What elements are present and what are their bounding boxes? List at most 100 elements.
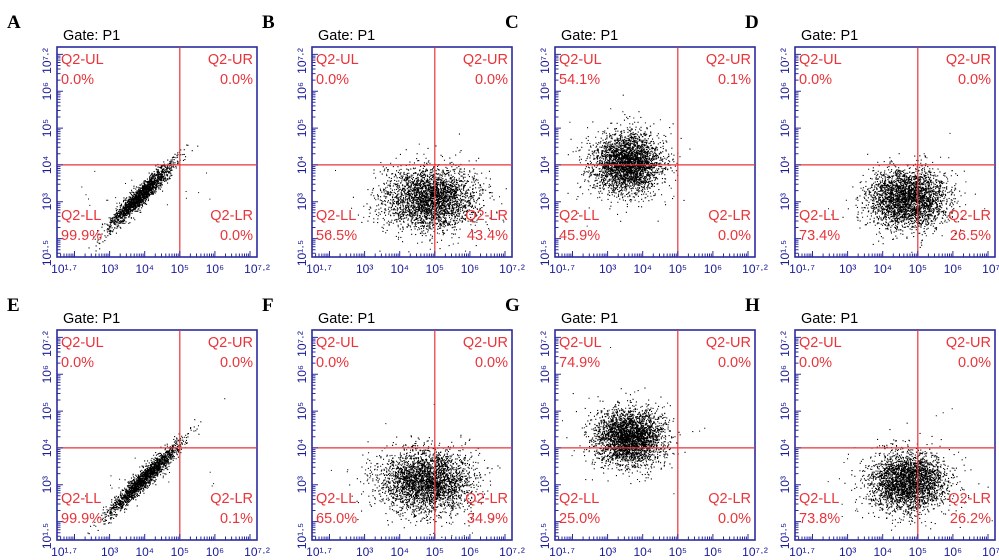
x-tick-label: 10⁶ bbox=[944, 545, 962, 559]
gate-label: Gate: P1 bbox=[318, 311, 375, 327]
quadrant-lr-name: Q2-LR bbox=[465, 208, 508, 224]
y-tick-label: 10¹·⁵ bbox=[40, 523, 54, 549]
quadrant-lr-name: Q2-LR bbox=[708, 208, 751, 224]
x-tick-label: 10⁵ bbox=[426, 262, 444, 276]
quadrant-ul-name: Q2-UL bbox=[316, 335, 359, 351]
y-tick-label: 10³ bbox=[40, 193, 54, 210]
quadrant-ll-percent: 45.9% bbox=[559, 228, 600, 244]
axis-ticks bbox=[555, 53, 749, 257]
y-tick-label: 10³ bbox=[40, 476, 54, 493]
x-tick-label: 10⁷·² bbox=[499, 545, 525, 559]
y-tick-label: 10⁴ bbox=[40, 156, 54, 175]
quadrant-ur-name: Q2-UR bbox=[946, 335, 991, 351]
quadrant-ul-name: Q2-UL bbox=[316, 52, 359, 68]
x-tick-label: 10⁷·² bbox=[244, 262, 270, 276]
x-tick-label: 10⁷·² bbox=[499, 262, 525, 276]
quadrant-ul-percent: 74.9% bbox=[559, 355, 600, 371]
scatter-dots bbox=[330, 403, 512, 538]
y-tick-label: 10⁴ bbox=[778, 439, 792, 458]
y-tick-label: 10³ bbox=[778, 476, 792, 493]
plot-frame bbox=[794, 46, 996, 258]
y-tick-label: 10⁶ bbox=[538, 365, 552, 383]
scatter-points bbox=[567, 94, 691, 227]
panel-letter: C bbox=[505, 12, 519, 33]
axis-ticks bbox=[555, 336, 749, 540]
quadrant-ur-percent: 0.0% bbox=[220, 72, 253, 88]
quadrant-ul-name: Q2-UL bbox=[61, 335, 104, 351]
y-tick-label: 10⁷·² bbox=[295, 331, 309, 357]
x-tick-label: 10⁶ bbox=[944, 262, 962, 276]
gate-label: Gate: P1 bbox=[318, 28, 375, 44]
scatter-points bbox=[81, 144, 211, 252]
quadrant-ur-percent: 0.0% bbox=[958, 72, 991, 88]
gate-label: Gate: P1 bbox=[801, 28, 858, 44]
quadrant-ur-name: Q2-UR bbox=[463, 335, 508, 351]
panel-letter: B bbox=[262, 12, 275, 33]
quadrant-lr-percent: 0.1% bbox=[220, 511, 253, 527]
quadrant-ll-name: Q2-LL bbox=[61, 491, 101, 507]
x-tick-label: 10⁵ bbox=[909, 262, 927, 276]
quadrant-ll-name: Q2-LL bbox=[316, 491, 356, 507]
y-tick-label: 10⁶ bbox=[538, 82, 552, 100]
quadrant-ll-name: Q2-LL bbox=[799, 491, 839, 507]
quadrant-lr-percent: 26.2% bbox=[950, 511, 991, 527]
scatter-dots bbox=[567, 94, 691, 227]
quadrant-ul-percent: 0.0% bbox=[61, 355, 94, 371]
x-tick-label: 10⁷·² bbox=[244, 545, 270, 559]
y-tick-label: 10³ bbox=[538, 476, 552, 493]
scatter-points bbox=[330, 403, 512, 538]
quadrant-ll-percent: 73.4% bbox=[799, 228, 840, 244]
y-tick-label: 10⁵ bbox=[295, 402, 309, 420]
x-tick-label: 10⁴ bbox=[873, 262, 892, 276]
quadrant-lr-percent: 0.0% bbox=[718, 228, 751, 244]
y-tick-label: 10¹·⁵ bbox=[538, 240, 552, 266]
quadrant-lr-name: Q2-LR bbox=[708, 491, 751, 507]
y-tick-label: 10¹·⁵ bbox=[40, 240, 54, 266]
x-tick-label: 10⁶ bbox=[461, 545, 479, 559]
quadrant-ul-percent: 0.0% bbox=[799, 355, 832, 371]
gate-label: Gate: P1 bbox=[561, 311, 618, 327]
x-tick-label: 10⁶ bbox=[206, 262, 224, 276]
x-tick-label: 10⁴ bbox=[633, 545, 652, 559]
panel-letter: A bbox=[7, 12, 21, 33]
y-tick-label: 10⁷·² bbox=[778, 331, 792, 357]
y-tick-label: 10⁴ bbox=[295, 439, 309, 458]
x-tick-label: 10⁴ bbox=[135, 545, 154, 559]
plot-frame bbox=[311, 329, 513, 541]
quadrant-ll-percent: 56.5% bbox=[316, 228, 357, 244]
scatter-points bbox=[828, 132, 986, 253]
quadrant-ul-percent: 0.0% bbox=[316, 355, 349, 371]
scatter-dots bbox=[812, 408, 993, 531]
x-tick-label: 10¹·⁷ bbox=[789, 545, 815, 559]
quadrant-ul-percent: 54.1% bbox=[559, 72, 600, 88]
quadrant-lr-percent: 26.5% bbox=[950, 228, 991, 244]
axis-ticks bbox=[795, 336, 989, 540]
y-tick-label: 10⁷·² bbox=[538, 48, 552, 74]
panel-G: G Gate: P1 10¹·⁷ 10³ 10⁴ 10⁵ 10⁶ 10⁷·² 10¹·⁵ 10³ 1… bbox=[505, 295, 768, 559]
y-tick-label: 10⁵ bbox=[778, 119, 792, 137]
quadrant-lr-percent: 34.9% bbox=[467, 511, 508, 527]
quadrant-ul-percent: 0.0% bbox=[799, 72, 832, 88]
y-tick-label: 10⁶ bbox=[40, 365, 54, 383]
panel-D: D Gate: P1 10¹·⁷ 10³ 10⁴ 10⁵ 10⁶ 10⁷·² 10¹·⁵ 10³ 1… bbox=[745, 12, 999, 276]
x-tick-label: 10⁴ bbox=[390, 262, 409, 276]
axis-ticks bbox=[312, 336, 506, 540]
axis-ticks bbox=[57, 336, 251, 540]
quadrant-ul-name: Q2-UL bbox=[559, 52, 602, 68]
x-tick-label: 10³ bbox=[356, 545, 373, 559]
y-tick-label: 10⁶ bbox=[778, 365, 792, 383]
quadrant-ur-name: Q2-UR bbox=[463, 52, 508, 68]
y-tick-label: 10¹·⁵ bbox=[538, 523, 552, 549]
quadrant-ll-percent: 73.8% bbox=[799, 511, 840, 527]
plot-frame bbox=[56, 329, 258, 541]
axis-ticks bbox=[57, 53, 251, 257]
quadrant-ul-name: Q2-UL bbox=[799, 335, 842, 351]
panel-letter: F bbox=[262, 295, 274, 316]
y-tick-label: 10³ bbox=[295, 193, 309, 210]
x-tick-label: 10⁷·² bbox=[742, 545, 768, 559]
scatter-dots bbox=[81, 144, 211, 252]
x-tick-label: 10³ bbox=[599, 545, 616, 559]
plot-frame bbox=[554, 46, 756, 258]
quadrant-ll-name: Q2-LL bbox=[316, 208, 356, 224]
